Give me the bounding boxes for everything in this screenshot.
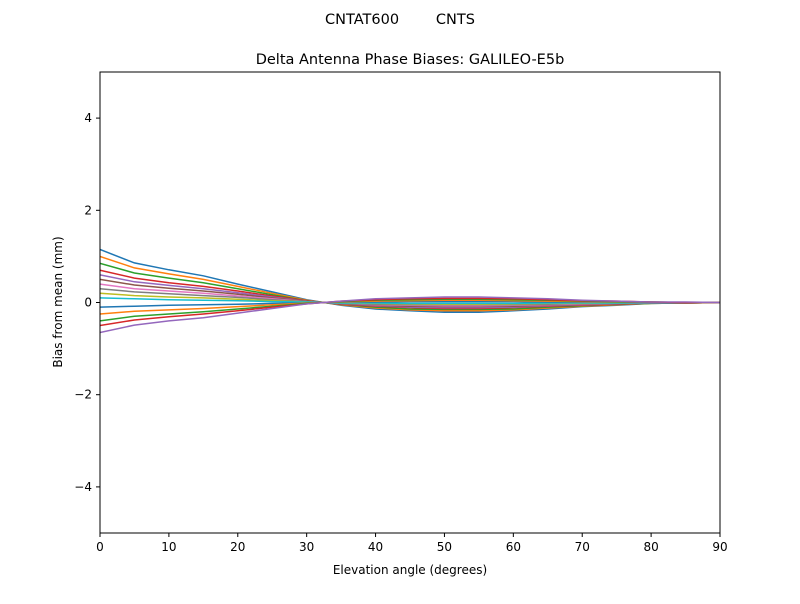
y-tick-label: 2 xyxy=(84,203,92,217)
x-tick-label: 0 xyxy=(96,540,104,554)
series-line xyxy=(100,296,720,334)
x-tick-label: 10 xyxy=(161,540,176,554)
x-tick-label: 20 xyxy=(230,540,245,554)
series-lines xyxy=(100,248,720,334)
axis-ticks: 0 10 20 30 40 50 60 70 80 90 −4 −2 0 2 4 xyxy=(74,111,727,554)
y-axis-label: Bias from mean (mm) xyxy=(51,236,65,367)
y-tick-label: −4 xyxy=(74,480,92,494)
series-line xyxy=(100,297,720,305)
x-axis-label: Elevation angle (degrees) xyxy=(333,563,487,577)
x-tick-label: 90 xyxy=(712,540,727,554)
x-tick-label: 80 xyxy=(643,540,658,554)
x-tick-label: 40 xyxy=(368,540,383,554)
x-tick-label: 60 xyxy=(506,540,521,554)
y-tick-label: 4 xyxy=(84,111,92,125)
y-tick-label: 0 xyxy=(84,296,92,310)
y-tick-label: −2 xyxy=(74,388,92,402)
x-tick-label: 70 xyxy=(575,540,590,554)
figure-suptitle: CNTAT600 CNTS xyxy=(325,12,475,28)
chart-title: Delta Antenna Phase Biases: GALILEO-E5b xyxy=(256,52,565,68)
x-tick-label: 30 xyxy=(299,540,314,554)
x-tick-label: 50 xyxy=(437,540,452,554)
